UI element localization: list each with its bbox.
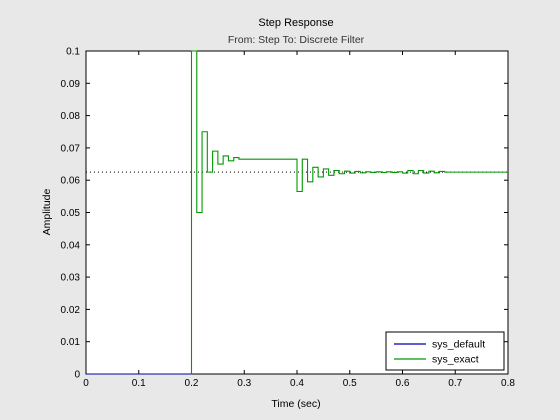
legend-label-sys_default: sys_default (432, 339, 485, 351)
x-tick-label: 0.1 (132, 378, 146, 389)
y-tick-label: 0.01 (61, 337, 81, 348)
x-tick-label: 0.4 (290, 378, 304, 389)
y-tick-label: 0.06 (61, 176, 81, 187)
legend: sys_default sys_exact (385, 331, 505, 371)
y-tick-label: 0.08 (61, 111, 81, 122)
y-tick-label: 0.05 (61, 208, 81, 219)
x-tick-label: 0.6 (396, 378, 410, 389)
y-tick-label: 0.02 (61, 305, 81, 316)
y-tick-label: 0.07 (61, 143, 81, 154)
axes-group: 0 0.1 0.2 0.3 0.4 0.5 0.6 0.7 0.8 0 0.01 0.02 0.03 0.… (61, 47, 516, 390)
chart-title: Step Response (258, 17, 333, 29)
y-axis-label: Amplitude (41, 189, 53, 236)
y-tick-label: 0 (74, 370, 80, 381)
plot-area (86, 50, 508, 375)
x-tick-label: 0.3 (237, 378, 251, 389)
x-tick-label: 0.5 (343, 378, 357, 389)
series-line-sys_exact (86, 50, 508, 375)
y-tick-label: 0.09 (61, 79, 81, 90)
y-tick-label: 0.1 (66, 47, 80, 58)
axes-border (85, 50, 509, 375)
y-tick-label: 0.03 (61, 273, 81, 284)
chart-subtitle: From: Step To: Discrete Filter (228, 34, 365, 46)
x-tick-label: 0 (83, 378, 89, 389)
x-tick-label: 0.8 (501, 378, 515, 389)
x-axis-label: Time (sec) (271, 398, 320, 410)
plot-background (86, 51, 508, 374)
y-tick-label: 0.04 (61, 240, 81, 251)
legend-box (385, 331, 505, 371)
x-tick-label: 0.7 (448, 378, 462, 389)
x-tick-label: 0.2 (185, 378, 199, 389)
legend-label-sys_exact: sys_exact (432, 354, 479, 366)
